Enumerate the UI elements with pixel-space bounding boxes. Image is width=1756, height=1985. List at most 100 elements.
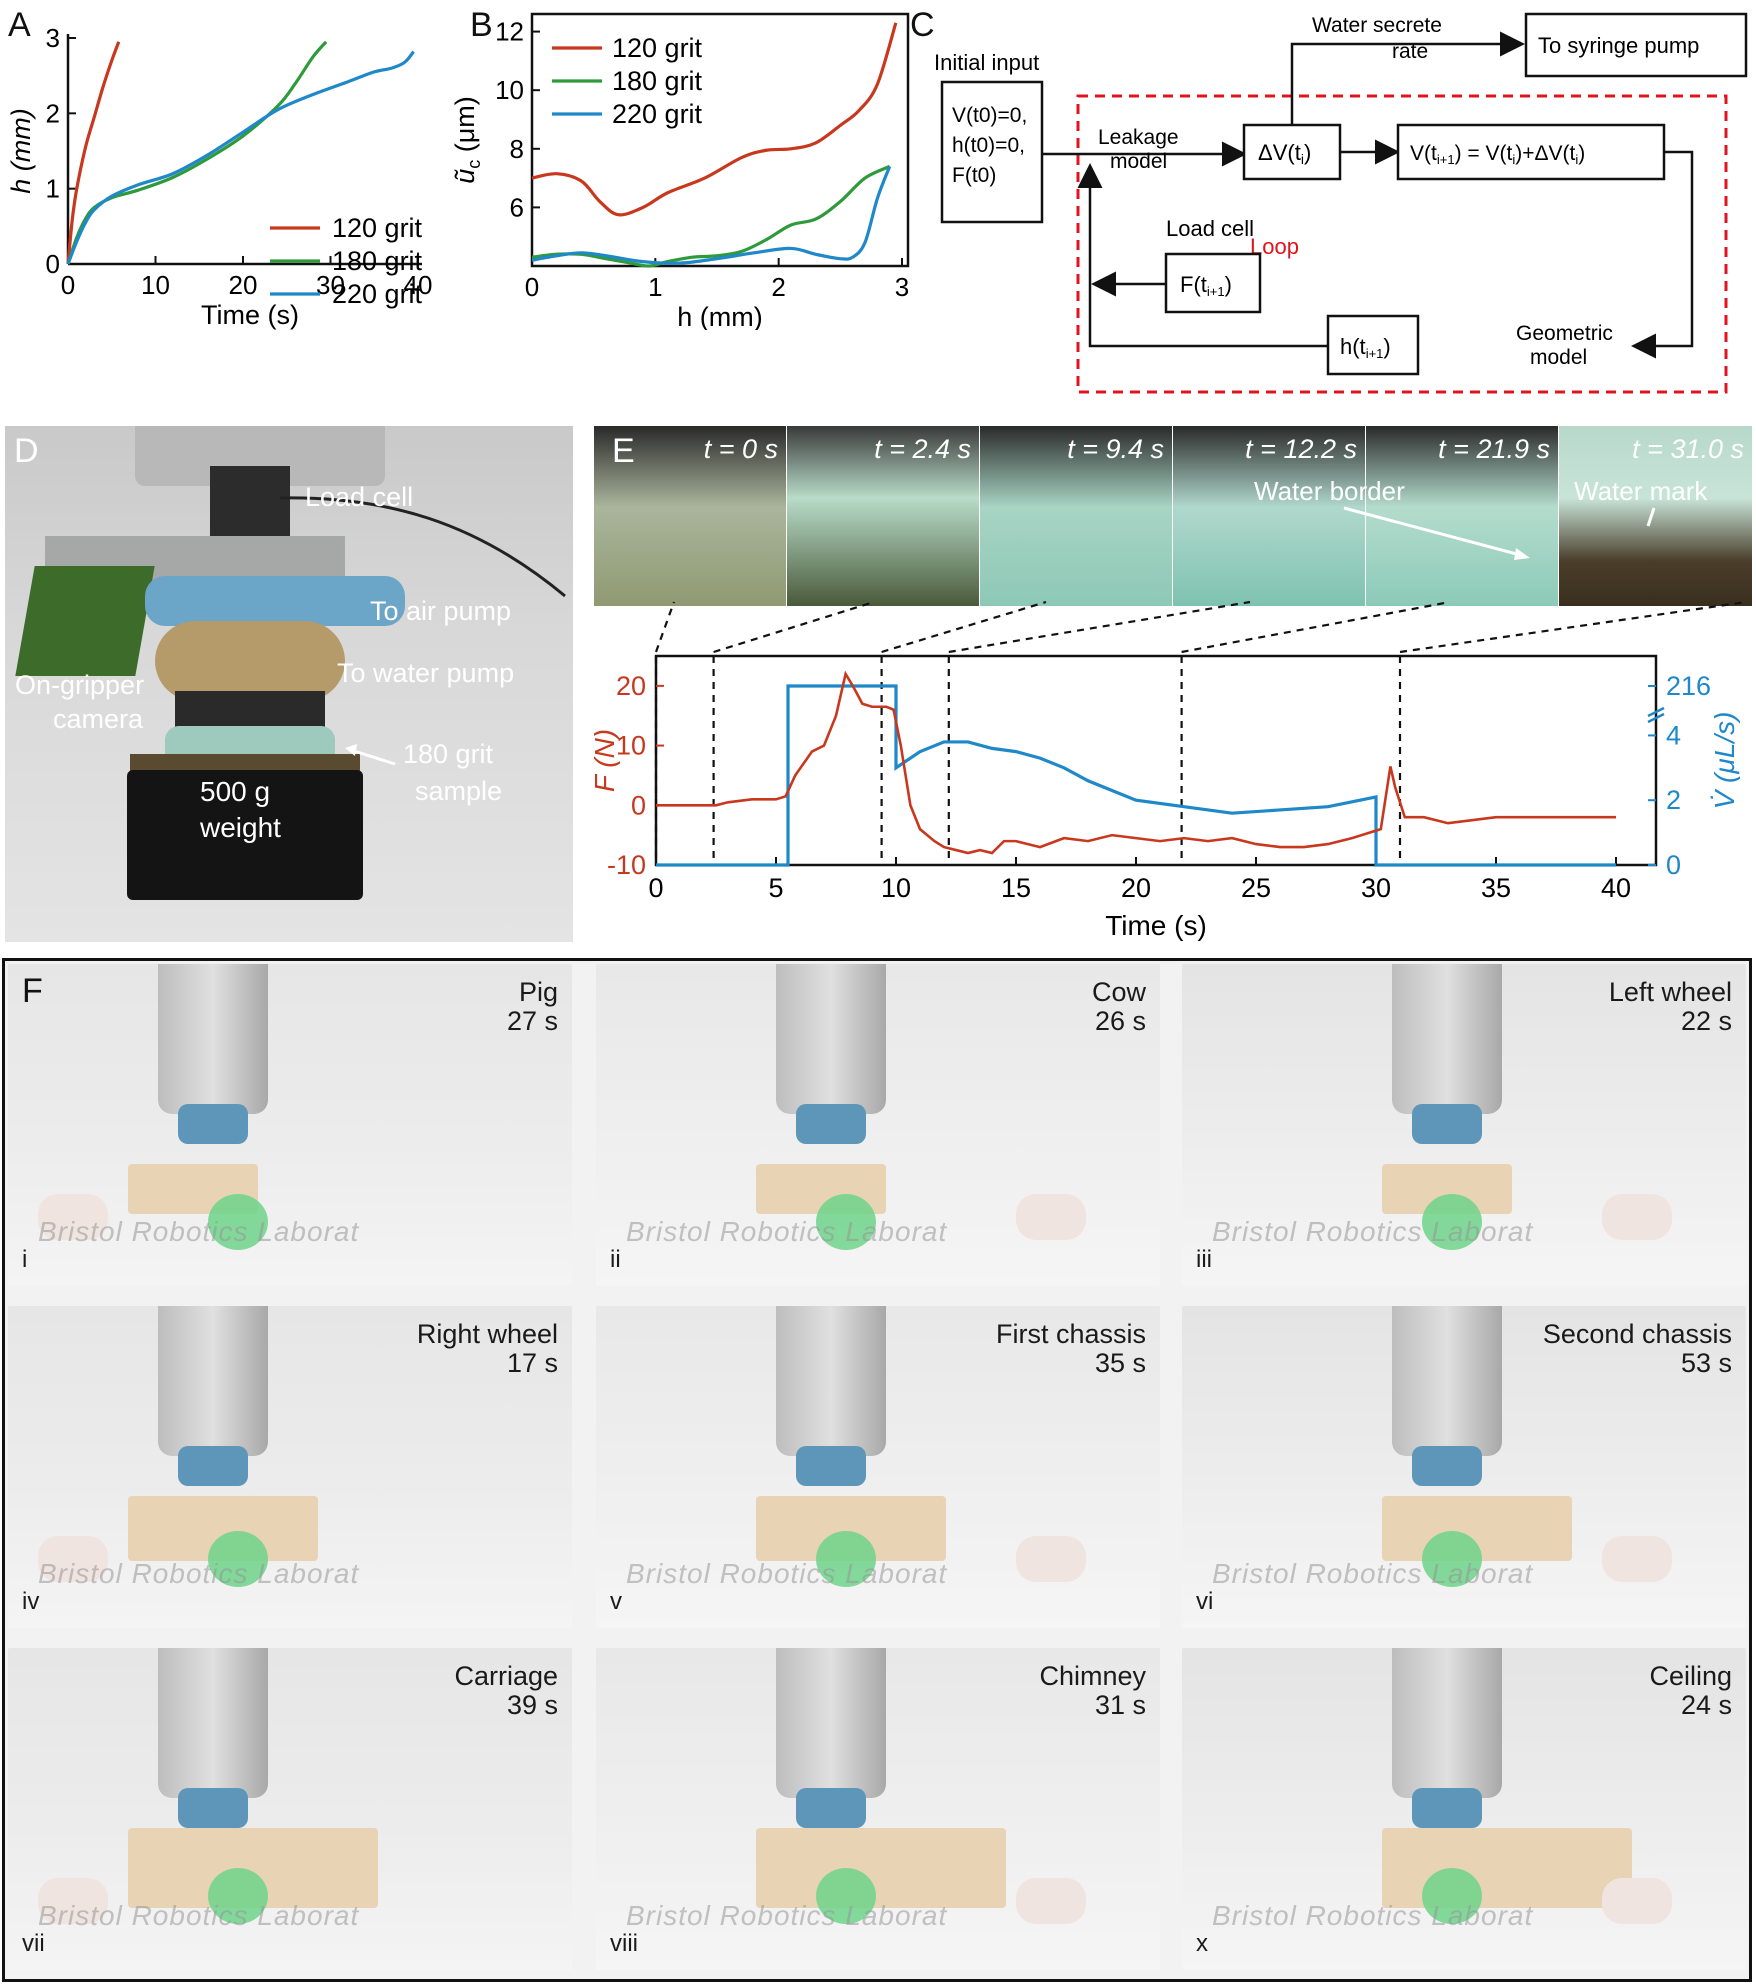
weight-label: 500 g <box>200 776 271 807</box>
lab-watermark: Bristol Robotics Laborat <box>1212 1558 1534 1589</box>
leakage-model-label-2: model <box>1110 150 1167 173</box>
panel-label-e: E <box>612 432 635 470</box>
x-tick-label: 0 <box>648 873 663 903</box>
legend-entry: 220 grit <box>612 99 703 129</box>
camera-label: On-gripper <box>15 670 145 700</box>
y-axis-label: ũc (μm) <box>450 96 484 184</box>
frame-time-4: t = 21.9 s <box>1438 434 1550 464</box>
lab-watermark: Bristol Robotics Laborat <box>38 1216 360 1247</box>
loop-boundary <box>1076 94 1728 394</box>
y-tick-label-right: 2 <box>1666 785 1681 815</box>
task-title: Cow 26 s <box>1092 978 1146 1036</box>
y-axis-label-right: V̇ (μL/s) <box>1709 712 1740 810</box>
green-cylinder <box>1422 1868 1482 1924</box>
series-line-180-grit <box>531 164 891 268</box>
task-tile-vii: Bristol Robotics Laborat Carriage 39 s vii <box>8 1648 572 1970</box>
frame-time-0: t = 0 s <box>703 434 778 464</box>
task-tile-v: Bristol Robotics Laborat First chassis 35 … <box>596 1306 1160 1628</box>
green-cylinder <box>816 1531 876 1587</box>
water-pump-label: To water pump <box>337 658 515 688</box>
tile-index: viii <box>610 1930 638 1957</box>
y-tick-label-left: 10 <box>616 731 646 761</box>
frame-time-3: t = 12.2 s <box>1245 434 1357 464</box>
series-line-220-grit <box>66 50 415 265</box>
wooden-block <box>1382 1828 1632 1908</box>
x-tick-label: 15 <box>1001 873 1031 903</box>
y-tick-label: 3 <box>46 23 60 53</box>
animal-figure <box>1016 1878 1086 1924</box>
x-tick-label: 0 <box>61 270 75 300</box>
frame-connector <box>654 601 676 653</box>
frame-time-2: t = 9.4 s <box>1067 434 1164 464</box>
init-line-v: V(t0)=0, <box>952 104 1027 127</box>
tile-index: x <box>1196 1930 1208 1957</box>
tile-index: i <box>22 1246 28 1273</box>
frame-time-1: t = 2.4 s <box>874 434 971 464</box>
green-cylinder <box>208 1868 268 1924</box>
robot-arm <box>158 1306 268 1456</box>
gripper <box>178 1788 248 1828</box>
task-tile-vi: Bristol Robotics Laborat Second chassis 53… <box>1182 1306 1746 1628</box>
panel-label-c: C <box>910 6 935 44</box>
x-axis-label: h (mm) <box>677 302 762 330</box>
task-name: Ceiling <box>1649 1661 1732 1691</box>
camera-label-2: camera <box>53 704 144 734</box>
frame-connector <box>1181 600 1451 654</box>
frame-3: t = 12.2 s <box>1173 426 1365 606</box>
green-cylinder <box>816 1194 876 1250</box>
task-tile-x: Bristol Robotics Laborat Ceiling 24 s x <box>1182 1648 1746 1970</box>
panel-label-f: F <box>22 972 43 1010</box>
task-name: Right wheel <box>416 1319 558 1349</box>
y-tick-label: 8 <box>510 134 524 164</box>
frame-connector <box>713 600 875 654</box>
task-name: Cow <box>1091 977 1146 1007</box>
legend-entry: 180 grit <box>612 66 703 96</box>
green-cylinder <box>1422 1194 1482 1250</box>
water-border-label: Water border <box>1254 476 1405 506</box>
frame-strip: t = 0 s t = 2.4 s t = 9.4 s t = 12.2 s t… <box>594 426 1752 606</box>
task-title: Left wheel 22 s <box>1609 978 1732 1036</box>
task-title: Second chassis 53 s <box>1543 1320 1732 1378</box>
series-line-120-grit <box>66 41 121 265</box>
tile-index: iii <box>1196 1246 1212 1273</box>
weight-label-2: weight <box>200 812 281 843</box>
y-tick-label-right: 0 <box>1666 850 1681 880</box>
axis-break <box>1647 712 1665 724</box>
robot-arm <box>158 964 268 1114</box>
task-title: First chassis 35 s <box>996 1320 1146 1378</box>
tile-index: iv <box>22 1588 40 1615</box>
animal-figure <box>38 1878 108 1924</box>
frame-0: t = 0 s <box>594 426 786 606</box>
task-tile-iii: Bristol Robotics Laborat Left wheel 22 s ii… <box>1182 964 1746 1286</box>
lab-watermark: Bristol Robotics Laborat <box>38 1900 360 1931</box>
lab-watermark: Bristol Robotics Laborat <box>626 1900 948 1931</box>
lab-watermark: Bristol Robotics Laborat <box>38 1558 360 1589</box>
load-cell-label: Load cell <box>1166 216 1254 241</box>
task-name: Carriage <box>454 1661 558 1691</box>
robot-arm <box>1392 964 1502 1114</box>
geometric-model-label-2: model <box>1530 346 1587 369</box>
robot-arm <box>1392 1306 1502 1456</box>
x-tick-label: 1 <box>648 272 662 302</box>
x-tick-label: 25 <box>1241 873 1271 903</box>
water-mark-label: Water mark <box>1574 476 1708 506</box>
task-title: Pig 27 s <box>507 978 558 1036</box>
y-axis-label-left: F (N) <box>589 729 620 792</box>
y-tick-label: 1 <box>46 174 60 204</box>
green-cylinder <box>1422 1531 1482 1587</box>
panel-label-a: A <box>8 6 31 44</box>
y-tick-label-left: 0 <box>631 790 646 820</box>
axis-break <box>1647 706 1665 718</box>
frame-1: t = 2.4 s <box>787 426 979 606</box>
flow-diagram: Initial input V(t0)=0, h(t0)=0, F(t0) Lo… <box>934 12 1748 394</box>
series-line-180-grit <box>66 40 328 265</box>
x-tick-label: 10 <box>881 873 911 903</box>
tile-index: vii <box>22 1930 45 1957</box>
x-tick-label: 2 <box>771 272 785 302</box>
x-tick-label: 10 <box>141 270 170 300</box>
wooden-block <box>756 1828 1006 1908</box>
animal-figure <box>1602 1878 1672 1924</box>
legend-entry: 120 grit <box>612 33 703 63</box>
